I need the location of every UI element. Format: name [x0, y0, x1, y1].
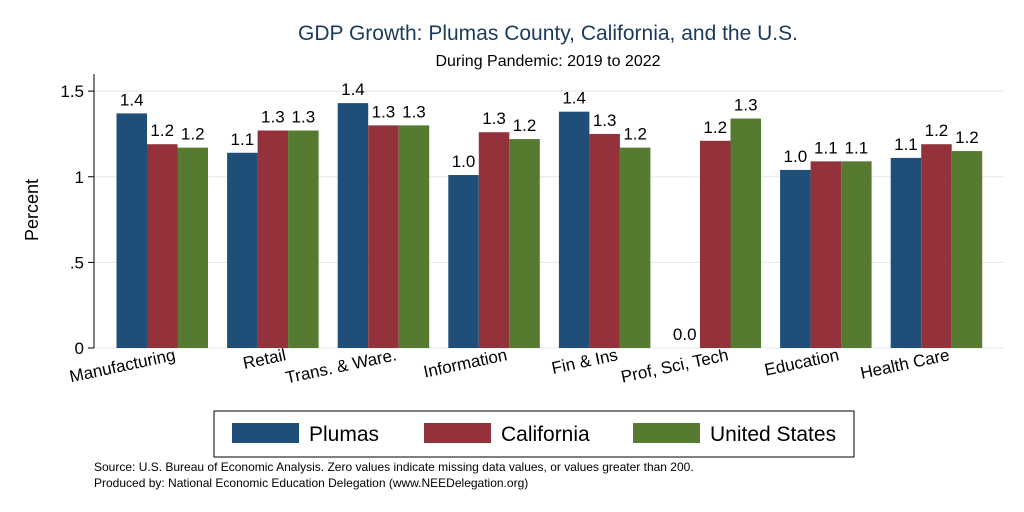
bar-plumas-4	[558, 111, 590, 348]
bar-united-states-2	[398, 125, 430, 348]
data-label: 1.2	[623, 125, 647, 144]
data-label: 1.3	[402, 102, 426, 121]
data-label: 1.2	[150, 121, 174, 140]
y-tick-label: 1	[75, 168, 84, 187]
bars	[116, 103, 983, 349]
legend-swatch-plumas	[232, 423, 299, 443]
chart-title: GDP Growth: Plumas County, California, a…	[298, 22, 798, 45]
bar-california-6	[810, 161, 842, 348]
data-label: 1.3	[261, 108, 285, 127]
data-label: 1.0	[784, 147, 808, 166]
x-category-label: Manufacturing	[68, 345, 177, 386]
bar-united-states-4	[619, 147, 651, 348]
data-label: 1.3	[372, 102, 396, 121]
x-category-label: Health Care	[859, 345, 952, 382]
data-label: 1.3	[734, 96, 758, 115]
bar-california-5	[700, 140, 731, 348]
data-label: 1.2	[925, 121, 949, 140]
data-label: 1.2	[955, 128, 979, 147]
legend: Plumas California United States	[213, 410, 855, 458]
bar-plumas-3	[448, 175, 479, 348]
data-labels: 1.4 1.2 1.2 1.1 1.3 1.3 1.4 1.3 1.3 1.0 1.3 1.2 1.4 1…	[120, 80, 979, 344]
data-label: 1.2	[703, 118, 727, 137]
bar-united-states-6	[841, 161, 872, 348]
legend-swatch-united-states	[633, 423, 700, 443]
legend-label: Plumas	[309, 423, 379, 446]
bar-plumas-2	[337, 103, 369, 348]
y-tick-label: 0	[75, 339, 84, 358]
data-label: 1.3	[292, 108, 316, 127]
x-category-label: Information	[422, 345, 509, 381]
bar-california-0	[147, 144, 178, 348]
y-tick-label: 1.5	[60, 82, 84, 101]
x-category-label: Education	[763, 345, 841, 379]
producer-note: Produced by: National Economic Education…	[94, 476, 528, 490]
bar-plumas-6	[780, 169, 811, 348]
x-category-label: Retail	[241, 345, 287, 373]
data-label: 1.1	[814, 138, 838, 157]
bar-california-1	[257, 130, 289, 348]
bar-california-4	[589, 133, 620, 348]
legend-label: California	[501, 423, 590, 446]
legend-box	[213, 410, 855, 458]
data-label: 1.4	[341, 80, 365, 99]
data-label: 1.2	[181, 125, 205, 144]
chart-subtitle: During Pandemic: 2019 to 2022	[435, 53, 660, 70]
bar-united-states-0	[177, 147, 208, 348]
bar-united-states-3	[509, 139, 540, 348]
data-label: 1.3	[593, 111, 617, 130]
data-label: 1.3	[482, 109, 506, 128]
y-axis-label: Percent	[22, 179, 42, 241]
bar-plumas-7	[890, 157, 922, 348]
bar-united-states-5	[730, 118, 761, 349]
x-category-label: Fin & Ins	[550, 345, 620, 378]
data-label: 1.1	[894, 135, 918, 154]
data-label: 0.0	[673, 325, 697, 344]
bar-california-3	[478, 132, 510, 348]
bar-california-7	[921, 144, 952, 348]
legend-label: United States	[710, 423, 836, 446]
legend-swatch-california	[424, 423, 491, 443]
data-label: 1.0	[452, 152, 476, 171]
x-category-label: Trans. & Ware.	[284, 345, 399, 387]
data-label: 1.2	[513, 116, 537, 135]
data-label: 1.1	[231, 130, 255, 149]
source-note: Source: U.S. Bureau of Economic Analysis…	[94, 460, 694, 474]
bar-plumas-1	[227, 152, 258, 348]
data-label: 1.1	[845, 138, 869, 157]
x-category-label: Prof, Sci, Tech	[619, 345, 730, 386]
y-axis: 0 .5 1 1.5	[60, 74, 95, 358]
bar-united-states-7	[951, 151, 983, 348]
data-label: 1.4	[120, 90, 144, 109]
bar-united-states-1	[288, 130, 319, 348]
bar-plumas-0	[116, 113, 147, 348]
y-tick-label: .5	[70, 253, 84, 272]
bar-california-2	[368, 125, 399, 348]
data-label: 1.4	[562, 89, 586, 108]
